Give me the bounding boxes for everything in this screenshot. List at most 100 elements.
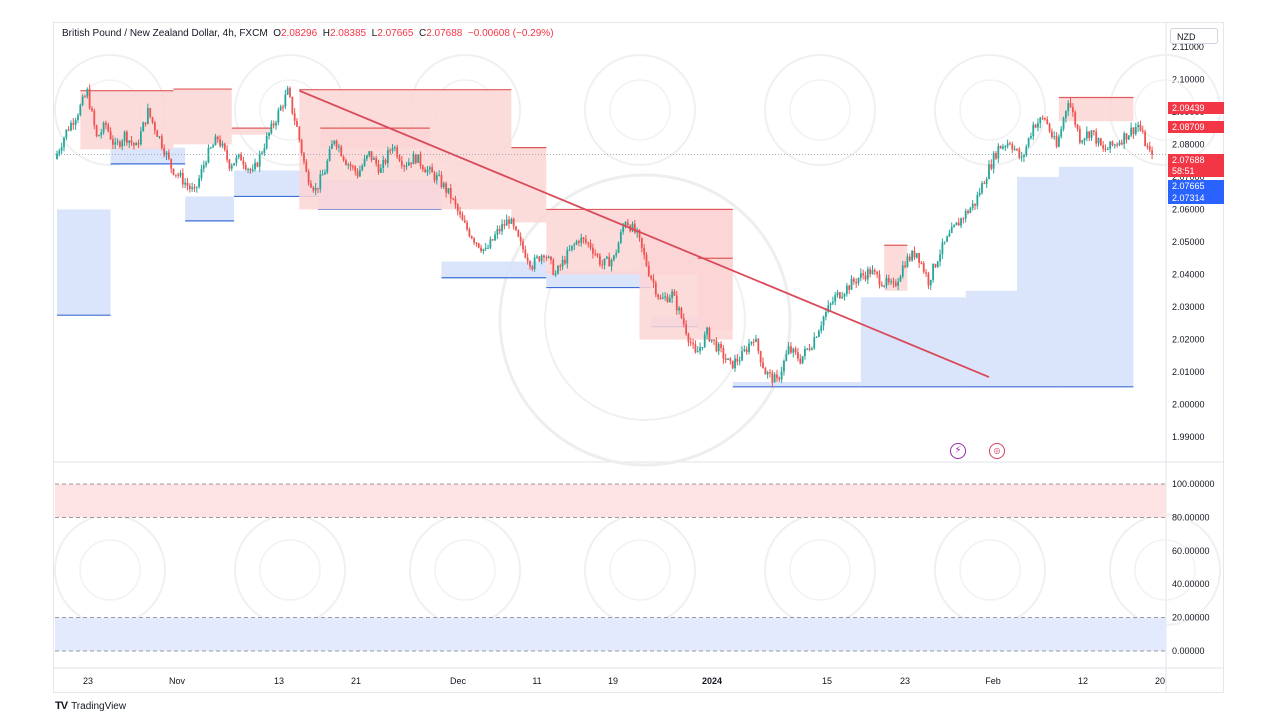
x-tick-label: 23 bbox=[83, 676, 93, 686]
watermark-logo-icon bbox=[609, 539, 671, 601]
candle-body bbox=[813, 337, 816, 349]
candle-body bbox=[79, 105, 82, 116]
price-tag[interactable]: 2.07688 bbox=[1168, 154, 1224, 166]
candle-body bbox=[240, 154, 242, 161]
candle-body bbox=[536, 256, 538, 258]
candle-body bbox=[827, 305, 830, 312]
demand-zone bbox=[1058, 166, 1134, 387]
oscillator-band bbox=[55, 617, 1166, 651]
candle-body bbox=[177, 174, 180, 176]
candle-body bbox=[1137, 124, 1140, 128]
candle-body bbox=[114, 142, 117, 145]
symbol-title[interactable]: British Pound / New Zealand Dollar, 4h, … bbox=[62, 28, 268, 39]
watermark-logo-icon bbox=[259, 539, 321, 601]
candle-body bbox=[158, 136, 161, 138]
candle-body bbox=[522, 241, 524, 250]
economic-event-icon[interactable]: ◎ bbox=[989, 443, 1005, 459]
candle-body bbox=[349, 164, 352, 167]
candle-body bbox=[116, 141, 119, 143]
chart-frame bbox=[53, 22, 1224, 693]
lightning-event-icon[interactable]: ⚡ bbox=[950, 443, 966, 459]
candle-body bbox=[1032, 124, 1035, 136]
candle-body bbox=[1083, 138, 1086, 141]
candle-body bbox=[745, 349, 748, 353]
candle-body bbox=[440, 174, 443, 188]
open-value: 2.08296 bbox=[281, 28, 318, 39]
candle-body bbox=[650, 275, 653, 279]
footer: TV TradingView bbox=[55, 700, 126, 712]
candle-body bbox=[843, 293, 846, 297]
x-tick-label: 19 bbox=[608, 676, 618, 686]
candle-body bbox=[477, 243, 480, 248]
candle-body bbox=[927, 273, 930, 286]
price-tag[interactable]: 2.07314 bbox=[1168, 192, 1224, 204]
candle-body bbox=[862, 273, 865, 276]
candle-body bbox=[153, 122, 156, 131]
candle-body bbox=[820, 325, 823, 331]
price-tag[interactable]: 2.07665 bbox=[1168, 180, 1224, 192]
candle-body bbox=[920, 262, 923, 264]
candle-body bbox=[63, 137, 65, 148]
candle-body bbox=[687, 333, 690, 342]
candle-body bbox=[407, 162, 410, 166]
candle-body bbox=[645, 254, 648, 266]
candle-body bbox=[638, 229, 641, 238]
trendline[interactable] bbox=[298, 89, 990, 378]
candle-body bbox=[480, 247, 482, 252]
candle-body bbox=[890, 281, 893, 283]
candle-body bbox=[263, 148, 266, 153]
currency-selector[interactable]: NZD bbox=[1170, 28, 1218, 44]
x-tick-label: 21 bbox=[351, 676, 361, 686]
candle-body bbox=[731, 360, 734, 369]
candle-body bbox=[433, 172, 436, 181]
candle-body bbox=[580, 237, 583, 243]
candle-body bbox=[955, 222, 958, 226]
candle-body bbox=[384, 159, 387, 164]
candle-body bbox=[1085, 131, 1088, 139]
candle-body bbox=[179, 172, 182, 176]
candle-body bbox=[386, 150, 389, 164]
candle-body bbox=[818, 330, 820, 337]
candle-body bbox=[901, 265, 904, 277]
brand-name[interactable]: TradingView bbox=[71, 700, 127, 712]
candle-body bbox=[925, 272, 927, 274]
y-tick-label: 2.02000 bbox=[1172, 335, 1205, 345]
candle-body bbox=[601, 264, 604, 266]
watermark-logo-icon bbox=[584, 514, 696, 626]
oscillator-band bbox=[55, 484, 1166, 518]
candle-body bbox=[573, 244, 576, 246]
candle-body bbox=[734, 358, 736, 369]
candle-body bbox=[668, 298, 671, 303]
x-tick-label: 20 bbox=[1155, 676, 1165, 686]
candle-body bbox=[491, 239, 494, 241]
tradingview-logo-icon: TV bbox=[55, 700, 68, 712]
candle-body bbox=[995, 153, 997, 159]
candle-body bbox=[778, 377, 781, 380]
candle-body bbox=[65, 129, 68, 138]
candle-body bbox=[1081, 140, 1084, 143]
candle-body bbox=[869, 269, 872, 275]
candle-body bbox=[825, 311, 827, 317]
change-value: −0.00608 (−0.29%) bbox=[467, 28, 554, 39]
candle-body bbox=[254, 162, 256, 170]
candle-body bbox=[503, 224, 506, 226]
candle-body bbox=[1051, 131, 1053, 138]
candle-body bbox=[619, 231, 622, 243]
candle-body bbox=[673, 291, 676, 296]
candle-body bbox=[694, 344, 697, 353]
candle-body bbox=[976, 194, 979, 206]
candle-body bbox=[736, 358, 739, 362]
candle-body bbox=[752, 341, 755, 343]
candle-body bbox=[557, 265, 559, 274]
candle-body bbox=[1130, 127, 1133, 136]
price-tag[interactable]: 2.09439 bbox=[1168, 102, 1224, 114]
candle-body bbox=[953, 225, 955, 227]
candle-body bbox=[603, 258, 606, 266]
price-tag[interactable]: 58:51 bbox=[1168, 165, 1224, 177]
candle-body bbox=[132, 142, 135, 146]
candle-body bbox=[221, 143, 224, 147]
candle-body bbox=[100, 132, 103, 136]
price-tag[interactable]: 2.08709 bbox=[1168, 121, 1224, 133]
candle-body bbox=[773, 374, 776, 383]
